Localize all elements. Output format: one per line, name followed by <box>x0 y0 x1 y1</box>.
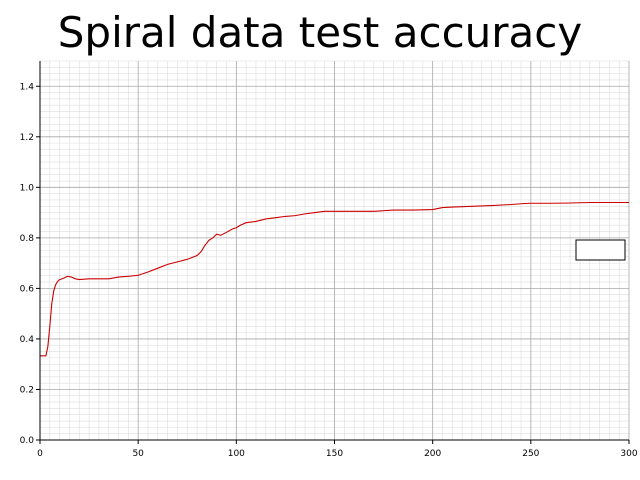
x-tick-label: 250 <box>522 449 539 459</box>
x-tick-label: 150 <box>326 449 343 459</box>
y-tick-label: 0.4 <box>20 335 35 345</box>
y-tick-label: 1.2 <box>20 133 34 143</box>
x-tick-label: 300 <box>620 449 637 459</box>
y-tick-label: 1.0 <box>20 183 35 193</box>
x-tick-label: 200 <box>424 449 441 459</box>
x-tick-label: 100 <box>228 449 245 459</box>
tick-labels: 0 50 100 150 200 250 300 0.0 0.2 0.4 0.6 0.8 1.0 1.2 1… <box>20 82 638 459</box>
y-tick-label: 0.0 <box>20 436 35 446</box>
x-tick-label: 0 <box>37 449 43 459</box>
y-tick-label: 0.6 <box>20 284 35 294</box>
series-layer <box>40 201 629 357</box>
axes <box>36 61 630 444</box>
y-tick-label: 1.4 <box>20 82 35 92</box>
legend-box <box>575 239 626 261</box>
series-line <box>40 201 629 357</box>
y-tick-label: 0.8 <box>20 234 35 244</box>
chart-title: Spiral data test accuracy <box>57 8 583 57</box>
x-tick-label: 50 <box>132 449 144 459</box>
y-tick-label: 0.2 <box>20 385 34 395</box>
